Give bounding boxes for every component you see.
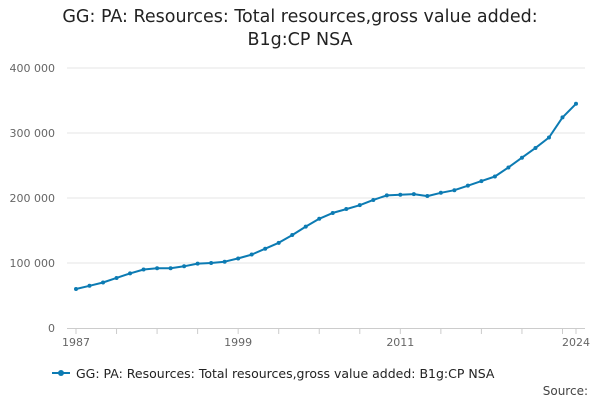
y-axis-labels: 0 100 000 200 000 300 000 400 000 bbox=[10, 62, 56, 335]
y-tick-label: 300 000 bbox=[10, 127, 56, 140]
y-tick-label: 400 000 bbox=[10, 62, 56, 75]
chart-title: GG: PA: Resources: Total resources,gross… bbox=[0, 6, 600, 52]
data-point[interactable] bbox=[344, 207, 349, 212]
data-point[interactable] bbox=[452, 188, 457, 193]
data-point[interactable] bbox=[438, 190, 443, 195]
y-tick-label: 200 000 bbox=[10, 192, 56, 205]
data-point[interactable] bbox=[290, 233, 295, 238]
legend[interactable]: GG: PA: Resources: Total resources,gross… bbox=[52, 365, 494, 381]
data-point[interactable] bbox=[209, 261, 214, 265]
data-point[interactable] bbox=[357, 203, 362, 208]
data-point[interactable] bbox=[303, 224, 308, 229]
legend-line-marker-icon bbox=[52, 370, 70, 376]
data-point[interactable] bbox=[249, 252, 254, 257]
data-point[interactable] bbox=[101, 280, 106, 285]
source-label: Source: bbox=[542, 384, 588, 398]
data-point[interactable] bbox=[182, 264, 187, 269]
chart-title-line-2: B1g:CP NSA bbox=[247, 30, 353, 50]
x-axis: 1987 1999 2011 2024 bbox=[62, 328, 590, 349]
x-tick-label: 1987 bbox=[62, 336, 90, 349]
data-point[interactable] bbox=[411, 192, 416, 197]
data-point[interactable] bbox=[155, 266, 160, 271]
data-point[interactable] bbox=[519, 155, 524, 160]
grid-lines bbox=[67, 67, 585, 264]
series-layer bbox=[74, 101, 578, 291]
data-point[interactable] bbox=[276, 240, 281, 245]
legend-label: GG: PA: Resources: Total resources,gross… bbox=[76, 365, 495, 381]
data-point[interactable] bbox=[263, 246, 268, 251]
data-point[interactable] bbox=[128, 271, 133, 276]
data-point[interactable] bbox=[87, 283, 92, 288]
x-tick-label: 2024 bbox=[562, 336, 590, 349]
y-tick-label: 100 000 bbox=[10, 257, 56, 270]
chart-title-line-1: GG: PA: Resources: Total resources,gross… bbox=[62, 7, 538, 27]
data-point[interactable] bbox=[384, 193, 389, 198]
data-point[interactable] bbox=[330, 210, 335, 215]
data-point[interactable] bbox=[222, 259, 227, 264]
data-point[interactable] bbox=[236, 256, 241, 261]
data-point[interactable] bbox=[533, 145, 538, 150]
data-point[interactable] bbox=[398, 192, 403, 197]
x-tick-label: 1999 bbox=[224, 336, 252, 349]
data-point[interactable] bbox=[141, 267, 146, 272]
data-point[interactable] bbox=[546, 135, 551, 140]
data-point[interactable] bbox=[317, 216, 322, 221]
data-point[interactable] bbox=[195, 261, 200, 266]
data-point[interactable] bbox=[425, 194, 430, 199]
data-point[interactable] bbox=[492, 174, 497, 179]
series-line bbox=[75, 103, 577, 290]
data-point[interactable] bbox=[74, 287, 78, 291]
data-point[interactable] bbox=[574, 101, 578, 106]
y-tick-label: 0 bbox=[48, 322, 55, 335]
x-tick-label: 2011 bbox=[386, 336, 414, 349]
data-point[interactable] bbox=[168, 266, 173, 271]
data-point[interactable] bbox=[114, 275, 119, 280]
data-point[interactable] bbox=[371, 197, 376, 202]
data-point[interactable] bbox=[479, 179, 484, 184]
data-point[interactable] bbox=[560, 115, 565, 120]
data-point[interactable] bbox=[506, 165, 511, 170]
data-point[interactable] bbox=[465, 183, 470, 188]
